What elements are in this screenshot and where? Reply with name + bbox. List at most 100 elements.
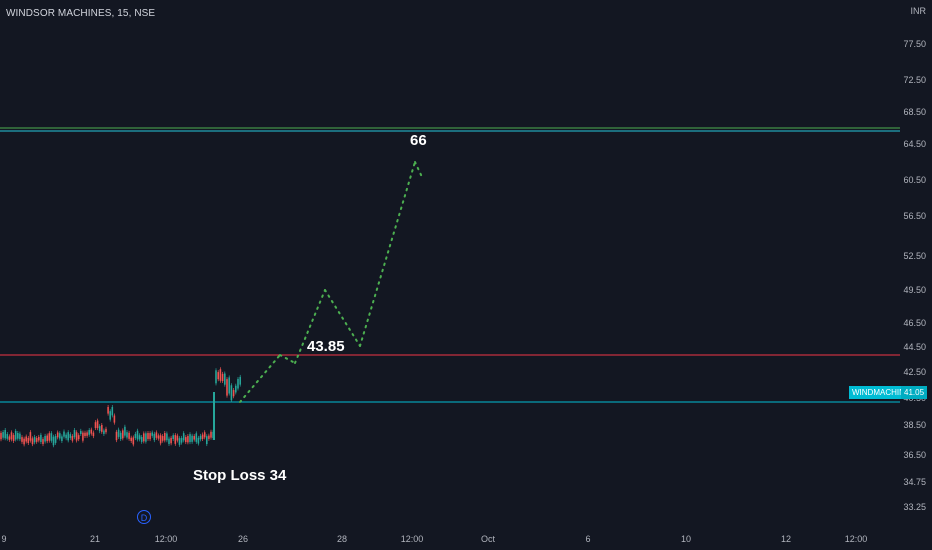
candle-body: [65, 434, 67, 439]
candle-body: [94, 422, 97, 429]
candle-body: [17, 432, 19, 439]
time-axis-label: 9: [1, 534, 7, 544]
candle-body: [228, 377, 230, 394]
candle-body: [86, 432, 88, 436]
candle-body: [235, 385, 237, 393]
candle-body: [151, 432, 153, 436]
candle-body: [145, 433, 147, 442]
symbol-title[interactable]: WINDSOR MACHINES, 15, NSE: [6, 8, 156, 19]
time-axis-label: 6: [585, 534, 591, 544]
candle-body: [226, 379, 228, 396]
candle-body: [115, 431, 118, 441]
candle-body: [201, 434, 204, 440]
candle-body: [219, 369, 222, 381]
candle-body: [155, 432, 158, 438]
candle-body: [88, 429, 90, 435]
price-axis-label: 36.50: [903, 450, 926, 460]
projection-segment[interactable]: [359, 161, 416, 347]
candle-body: [178, 438, 181, 445]
candle-body: [52, 436, 55, 446]
candle-body: [128, 432, 130, 439]
candle-body: [21, 437, 23, 442]
time-axis-label: 10: [680, 534, 692, 544]
candle-body: [176, 435, 179, 441]
candle-body: [239, 376, 241, 385]
candle-body: [119, 432, 122, 440]
candle-body: [210, 431, 212, 438]
projection-segment[interactable]: [239, 354, 281, 403]
candle-body: [187, 435, 189, 443]
candle-body: [6, 434, 9, 439]
candle-body: [77, 435, 80, 440]
price-axis-label: 42.50: [903, 367, 926, 377]
projection-segment[interactable]: [279, 354, 296, 364]
candle-body: [48, 433, 51, 441]
candle-body: [63, 431, 65, 437]
symbol-price-tag: WINDMACHIN: [849, 386, 908, 399]
candle-body: [157, 435, 160, 439]
candle-body: [203, 432, 206, 438]
price-axis-label: 64.50: [903, 139, 926, 149]
price-axis-label: 60.50: [903, 175, 926, 185]
candle-body: [75, 432, 78, 441]
time-axis-label: 26: [237, 534, 249, 544]
candle-body: [73, 430, 76, 438]
candle-body: [67, 432, 69, 441]
stop-loss-annotation[interactable]: Stop Loss 34: [193, 467, 287, 484]
projection-segment[interactable]: [324, 289, 361, 347]
candle-body: [19, 433, 21, 440]
candle-body: [126, 432, 128, 438]
chart-canvas[interactable]: [0, 0, 900, 530]
candle-body: [23, 438, 25, 445]
candle-body: [161, 436, 164, 441]
candle-body: [38, 436, 40, 441]
candle-body: [143, 433, 145, 442]
candle-body: [215, 370, 217, 384]
candle-body: [101, 425, 103, 432]
candle-body: [134, 433, 137, 439]
candle-body: [103, 430, 105, 434]
candle-body: [132, 437, 135, 445]
dividend-icon[interactable]: D: [137, 510, 151, 524]
projection-segment[interactable]: [294, 289, 326, 364]
price-axis-label: 38.50: [903, 420, 926, 430]
candle-body: [232, 390, 235, 397]
candle-body: [193, 436, 195, 440]
candle-body: [164, 433, 166, 441]
candle-body: [182, 433, 185, 441]
candle-body: [14, 430, 17, 440]
candle-body: [82, 432, 84, 441]
price-axis-label: 56.50: [903, 211, 926, 221]
entry-annotation[interactable]: 43.85: [307, 338, 345, 355]
candle-body: [33, 436, 36, 443]
time-axis-label: 12: [780, 534, 792, 544]
candle-body: [31, 438, 34, 445]
candle-body: [140, 437, 143, 442]
candle-body: [166, 433, 168, 441]
candle-body: [107, 406, 109, 414]
projection-segment[interactable]: [414, 161, 423, 178]
candle-body: [189, 434, 191, 443]
target-annotation[interactable]: 66: [410, 132, 427, 149]
time-axis-label: Oct: [480, 534, 496, 544]
time-axis-label: 12:00: [844, 534, 868, 544]
candle-body: [172, 435, 174, 440]
candle-body: [0, 432, 2, 440]
time-axis-label: 21: [89, 534, 101, 544]
candle-body: [124, 426, 126, 436]
candle-body: [105, 428, 107, 433]
price-axis-label: 68.50: [903, 107, 926, 117]
time-axis-label: 12:00: [400, 534, 424, 544]
candle-body: [180, 437, 183, 443]
time-axis-label: 12:00: [154, 534, 178, 544]
candle-body: [170, 437, 172, 444]
candle-body: [98, 426, 101, 432]
candle-body: [117, 429, 120, 437]
candle-body: [224, 373, 226, 385]
candle-body: [10, 432, 13, 440]
candle-body: [191, 435, 193, 442]
current-price-tag: 41.05: [901, 386, 928, 399]
candle-body: [96, 420, 99, 429]
candle-body: [109, 411, 111, 420]
candle-body: [84, 432, 86, 437]
